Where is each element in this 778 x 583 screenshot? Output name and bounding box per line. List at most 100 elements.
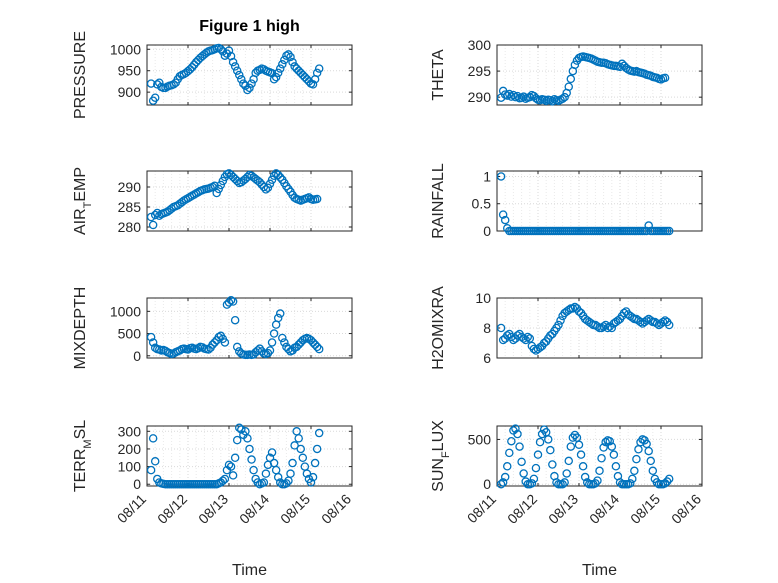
- data-point: [548, 97, 557, 106]
- data-point: [288, 57, 297, 67]
- x-tick-label: 08/14: [236, 491, 272, 527]
- data-point: [265, 453, 275, 463]
- y-tick-label: 500: [118, 326, 142, 342]
- data-point: [269, 171, 279, 181]
- y-axis-label: AIRTEMP: [72, 167, 94, 235]
- y-tick-label: 280: [118, 219, 142, 235]
- data-point: [500, 472, 510, 482]
- data-point: [237, 425, 246, 434]
- data-point: [525, 334, 535, 343]
- data-point: [312, 444, 322, 454]
- data-point: [150, 210, 160, 220]
- data-point: [228, 297, 238, 306]
- data-point: [282, 479, 291, 488]
- data-point: [308, 80, 318, 89]
- data-point: [523, 332, 533, 342]
- y-tick-label: 295: [468, 63, 492, 79]
- x-axis-label: Time: [232, 562, 267, 579]
- x-tick-label: 08/12: [504, 491, 540, 527]
- data-point: [220, 51, 230, 60]
- data-point: [298, 453, 308, 463]
- data-point: [228, 471, 238, 480]
- data-point: [249, 465, 258, 475]
- data-point: [273, 313, 283, 323]
- data-point: [558, 479, 567, 489]
- data-point: [505, 448, 514, 458]
- data-point: [193, 343, 203, 353]
- data-point: [306, 478, 316, 487]
- data-point: [230, 315, 240, 325]
- y-tick-label: 950: [118, 63, 142, 79]
- data-point: [218, 47, 228, 56]
- data-point: [597, 453, 606, 463]
- data-point: [214, 332, 223, 342]
- data-point: [607, 323, 617, 333]
- x-tick-label: 08/11: [464, 491, 500, 527]
- data-point: [605, 436, 615, 446]
- data-point: [146, 212, 156, 222]
- data-point: [496, 172, 506, 181]
- data-point: [546, 445, 555, 455]
- data-point: [228, 57, 238, 67]
- data-point: [593, 322, 602, 331]
- data-point: [232, 176, 242, 186]
- data-point: [517, 457, 526, 467]
- x-tick-label: 08/13: [195, 491, 231, 527]
- data-point: [648, 466, 658, 476]
- y-axis-label: H2OMIXRA: [430, 286, 447, 370]
- data-point: [312, 342, 322, 352]
- data-point: [175, 72, 185, 81]
- y-tick-label: 290: [118, 179, 142, 195]
- data-point: [218, 176, 228, 186]
- data-point: [570, 60, 580, 70]
- data-point: [255, 65, 264, 75]
- data-point: [310, 458, 320, 468]
- data-point: [300, 462, 310, 471]
- data-point: [652, 319, 662, 328]
- data-point: [271, 465, 281, 475]
- data-point: [290, 441, 299, 450]
- data-point: [275, 64, 285, 73]
- data-point: [634, 445, 643, 454]
- data-point: [220, 338, 230, 347]
- data-point: [226, 462, 236, 471]
- y-tick-label: 1000: [110, 303, 141, 319]
- y-axis-label: TERRMSL: [72, 420, 94, 492]
- data-point: [278, 333, 287, 343]
- data-point: [502, 331, 512, 340]
- axes-frame: [496, 44, 703, 106]
- y-tick-label: 10: [475, 290, 491, 306]
- data-point: [298, 335, 308, 345]
- y-tick-label: 200: [118, 441, 142, 457]
- data-point: [224, 46, 234, 55]
- data-point: [220, 474, 230, 484]
- data-point: [525, 92, 535, 102]
- subplot-theta: 290 295 300 THETA: [430, 37, 703, 106]
- data-point: [230, 453, 240, 463]
- data-point: [286, 469, 295, 478]
- y-axis-label: SUNFLUX: [430, 420, 452, 492]
- data-point: [261, 185, 271, 194]
- data-point: [234, 423, 244, 433]
- data-point: [560, 478, 569, 487]
- y-axis-label: MIXDEPTH: [72, 287, 89, 370]
- data-point: [644, 221, 653, 230]
- x-tick-label: 08/16: [318, 491, 354, 527]
- y-tick-label: 100: [118, 459, 142, 475]
- data-point: [183, 345, 193, 354]
- data-point: [296, 444, 305, 454]
- data-point: [284, 344, 293, 354]
- x-tick-label: 08/13: [545, 491, 581, 527]
- data-point: [214, 184, 223, 194]
- data-point: [664, 226, 674, 236]
- y-tick-label: 1000: [110, 41, 141, 57]
- data-point: [275, 309, 285, 318]
- data-point: [175, 346, 185, 355]
- data-point: [218, 476, 228, 485]
- data-point: [312, 194, 322, 204]
- data-point: [558, 94, 567, 103]
- data-point: [243, 85, 252, 95]
- y-tick-label: 290: [468, 89, 492, 105]
